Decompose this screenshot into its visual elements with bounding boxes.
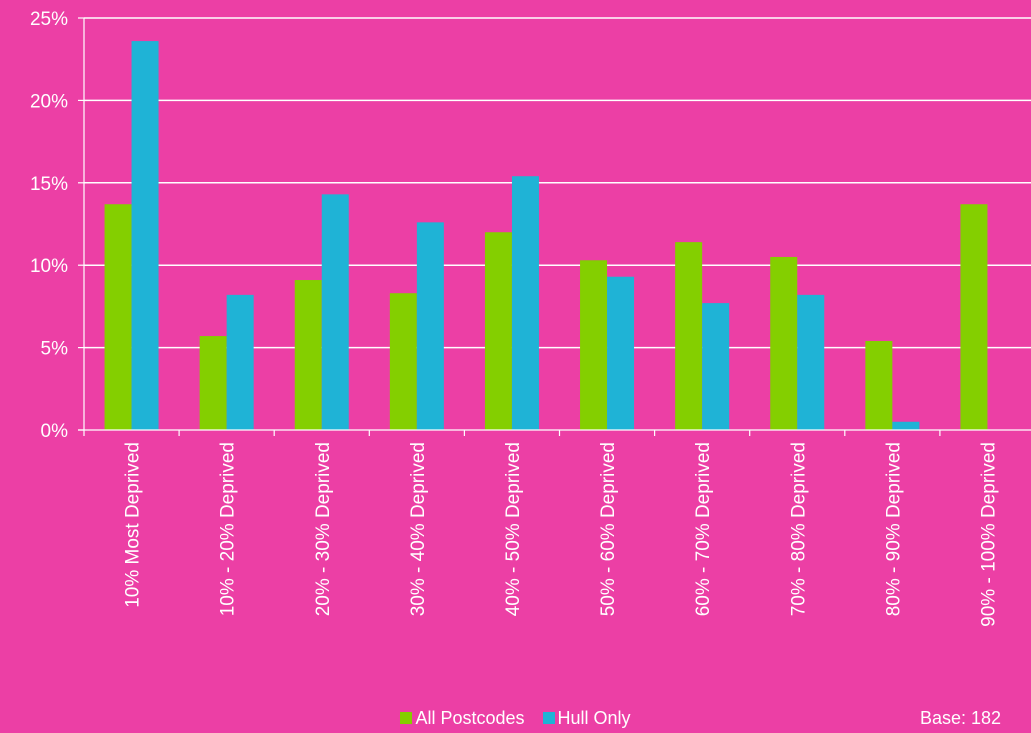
bar-all-postcodes [294,280,322,430]
x-category-label: 50% - 60% Deprived [598,442,619,616]
base-note: Base: 182 [919,708,1001,728]
bar-all-postcodes [580,260,608,430]
legend-label-all-postcodes: All Postcodes [415,707,525,728]
bar-all-postcodes [865,341,893,430]
x-category-label: 20% - 30% Deprived [313,442,334,616]
bar-all-postcodes [770,256,798,430]
x-category-label: 10% Most Deprived [123,442,144,608]
gridlines [84,17,1031,349]
legend-item-hull-only: Hull Only [542,707,631,729]
y-tick-label: 0% [41,421,69,442]
legend-item-all-postcodes: All Postcodes [400,707,525,729]
bar-hull-only [511,176,539,430]
bar-all-postcodes [675,242,703,430]
bar-hull-only [702,303,730,430]
x-category-label: 70% - 80% Deprived [788,442,809,616]
bars [104,41,988,431]
bar-all-postcodes [484,232,512,430]
axes [78,17,1031,436]
legend-swatch-all-postcodes [400,712,413,724]
y-tick-label: 25% [30,9,68,30]
bar-hull-only [131,41,159,431]
y-axis-ticks: 0% 5% 10% 15% 20% 25% [30,9,68,442]
bar-hull-only [892,421,920,430]
bar-hull-only [226,294,254,430]
y-tick-label: 15% [30,174,68,195]
bar-all-postcodes [389,293,417,430]
bar-hull-only [797,294,825,430]
y-tick-label: 20% [30,91,68,112]
x-category-label: 90% - 100% Deprived [978,442,999,627]
x-category-label: 60% - 70% Deprived [693,442,714,616]
x-category-label: 80% - 90% Deprived [883,442,904,616]
y-tick-label: 5% [41,339,69,360]
bar-all-postcodes [960,204,988,430]
x-category-label: 30% - 40% Deprived [408,442,429,616]
x-category-label: 10% - 20% Deprived [218,442,239,616]
y-tick-label: 10% [30,256,68,277]
bar-all-postcodes [104,204,132,430]
bar-hull-only [416,222,444,430]
bar-all-postcodes [199,336,227,430]
x-axis-categories: 10% Most Deprived 10% - 20% Deprived 20% -… [123,442,1000,627]
legend-label-hull-only: Hull Only [557,707,631,728]
bar-hull-only [607,276,635,430]
x-category-label: 40% - 50% Deprived [503,442,524,616]
legend-swatch-hull-only [542,712,555,724]
legend: All Postcodes Hull Only [0,707,1031,729]
bar-hull-only [321,194,349,430]
